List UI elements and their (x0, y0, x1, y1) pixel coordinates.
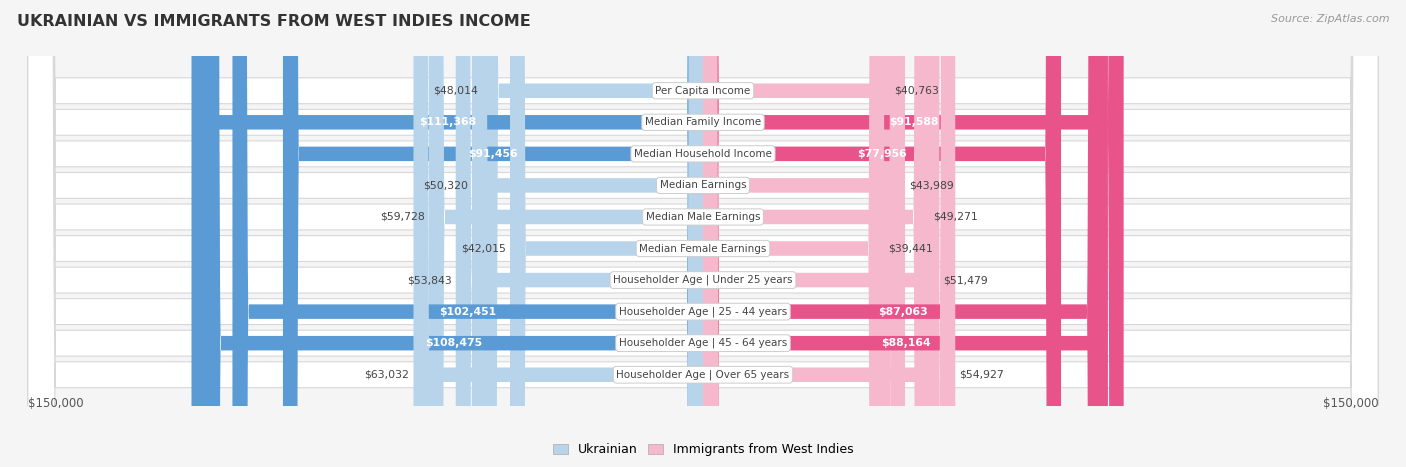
Text: $39,441: $39,441 (889, 243, 934, 254)
Text: $63,032: $63,032 (364, 370, 409, 380)
FancyBboxPatch shape (456, 0, 703, 467)
Text: $150,000: $150,000 (1323, 397, 1378, 410)
Text: Median Household Income: Median Household Income (634, 149, 772, 159)
FancyBboxPatch shape (28, 0, 1378, 467)
Text: $50,320: $50,320 (423, 180, 468, 191)
FancyBboxPatch shape (703, 0, 1062, 467)
Text: Median Female Earnings: Median Female Earnings (640, 243, 766, 254)
Text: $88,164: $88,164 (880, 338, 931, 348)
FancyBboxPatch shape (482, 0, 703, 467)
Text: Householder Age | 25 - 44 years: Householder Age | 25 - 44 years (619, 306, 787, 317)
FancyBboxPatch shape (703, 0, 929, 467)
FancyBboxPatch shape (28, 0, 1378, 467)
Text: $91,456: $91,456 (468, 149, 517, 159)
FancyBboxPatch shape (28, 0, 1378, 467)
Text: $91,588: $91,588 (889, 117, 938, 127)
Text: Median Family Income: Median Family Income (645, 117, 761, 127)
FancyBboxPatch shape (703, 0, 890, 467)
FancyBboxPatch shape (28, 0, 1378, 467)
Text: Householder Age | Under 25 years: Householder Age | Under 25 years (613, 275, 793, 285)
FancyBboxPatch shape (28, 0, 1378, 467)
FancyBboxPatch shape (429, 0, 703, 467)
Text: Median Male Earnings: Median Male Earnings (645, 212, 761, 222)
Text: $51,479: $51,479 (943, 275, 988, 285)
Text: $108,475: $108,475 (426, 338, 482, 348)
Text: $43,989: $43,989 (910, 180, 953, 191)
FancyBboxPatch shape (703, 0, 955, 467)
Text: Per Capita Income: Per Capita Income (655, 86, 751, 96)
FancyBboxPatch shape (28, 0, 1378, 467)
FancyBboxPatch shape (472, 0, 703, 467)
FancyBboxPatch shape (703, 0, 884, 467)
FancyBboxPatch shape (232, 0, 703, 467)
Text: $77,956: $77,956 (858, 149, 907, 159)
Text: $49,271: $49,271 (934, 212, 979, 222)
FancyBboxPatch shape (703, 0, 1102, 467)
FancyBboxPatch shape (703, 0, 905, 467)
FancyBboxPatch shape (413, 0, 703, 467)
FancyBboxPatch shape (703, 0, 1108, 467)
FancyBboxPatch shape (703, 0, 939, 467)
Text: $87,063: $87,063 (879, 307, 928, 317)
Text: $59,728: $59,728 (380, 212, 425, 222)
Text: $111,368: $111,368 (419, 117, 475, 127)
FancyBboxPatch shape (703, 0, 1123, 467)
Text: Householder Age | Over 65 years: Householder Age | Over 65 years (616, 369, 790, 380)
FancyBboxPatch shape (191, 0, 703, 467)
Text: Source: ZipAtlas.com: Source: ZipAtlas.com (1271, 14, 1389, 24)
Legend: Ukrainian, Immigrants from West Indies: Ukrainian, Immigrants from West Indies (553, 443, 853, 456)
Text: $54,927: $54,927 (959, 370, 1004, 380)
Text: UKRAINIAN VS IMMIGRANTS FROM WEST INDIES INCOME: UKRAINIAN VS IMMIGRANTS FROM WEST INDIES… (17, 14, 530, 29)
Text: $40,763: $40,763 (894, 86, 939, 96)
Text: $42,015: $42,015 (461, 243, 506, 254)
FancyBboxPatch shape (28, 0, 1378, 467)
FancyBboxPatch shape (205, 0, 703, 467)
Text: $102,451: $102,451 (439, 307, 496, 317)
FancyBboxPatch shape (28, 0, 1378, 467)
FancyBboxPatch shape (28, 0, 1378, 467)
Text: Householder Age | 45 - 64 years: Householder Age | 45 - 64 years (619, 338, 787, 348)
FancyBboxPatch shape (28, 0, 1378, 467)
FancyBboxPatch shape (510, 0, 703, 467)
Text: $150,000: $150,000 (28, 397, 83, 410)
FancyBboxPatch shape (283, 0, 703, 467)
Text: $53,843: $53,843 (406, 275, 451, 285)
Text: Median Earnings: Median Earnings (659, 180, 747, 191)
Text: $48,014: $48,014 (433, 86, 478, 96)
